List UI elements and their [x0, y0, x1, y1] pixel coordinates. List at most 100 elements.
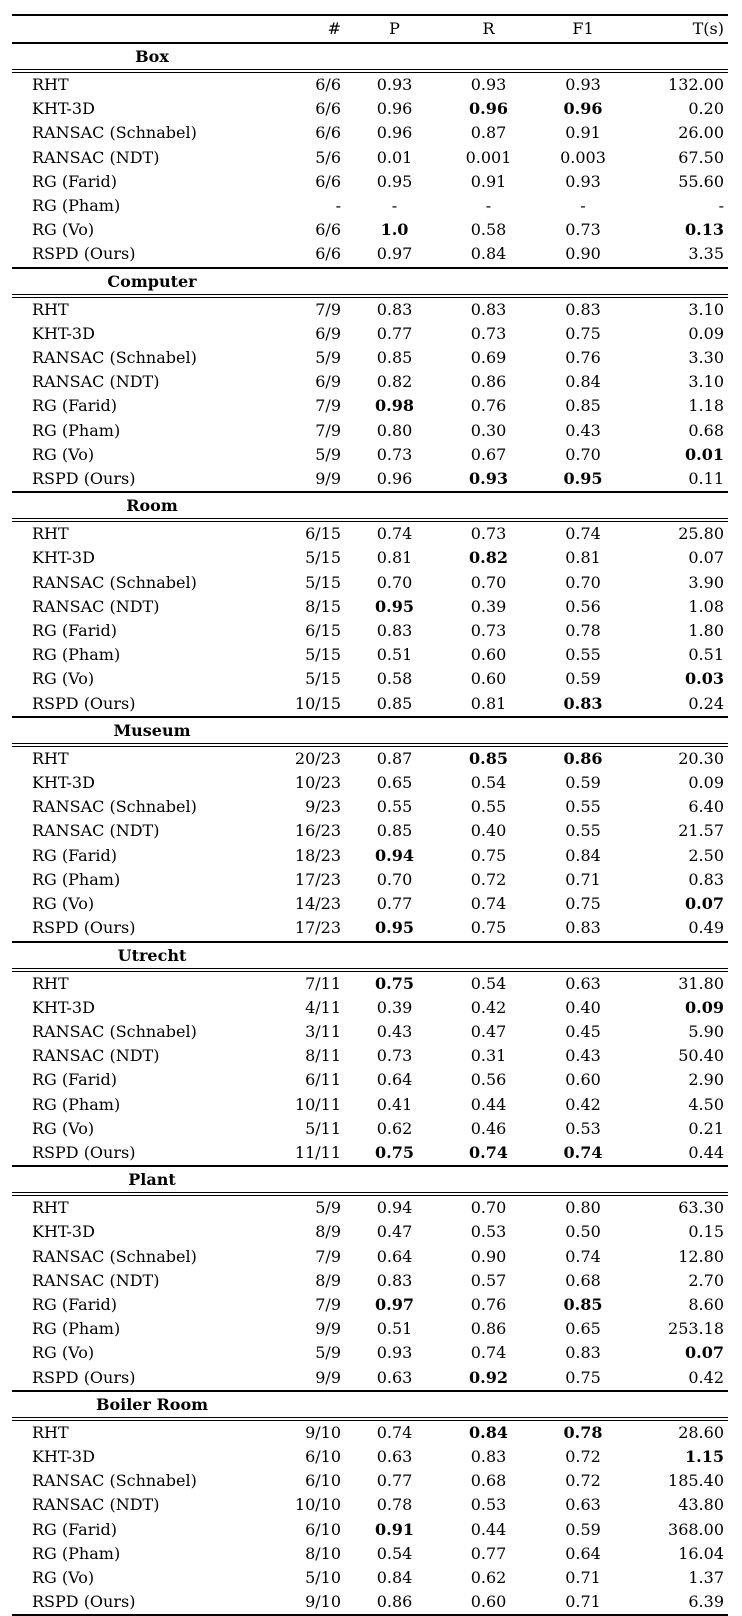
- method-name: RANSAC (Schnabel): [32, 348, 197, 368]
- value-cell: 10/11: [294, 1094, 341, 1114]
- table-row: RANSAC (NDT) 16/23 0.85 0.40 0.55 21.57: [12, 819, 728, 843]
- value-cell: 0.83: [688, 869, 724, 889]
- method-name: RG (Pham): [32, 1094, 121, 1114]
- empty-cell: [535, 942, 631, 970]
- column-header: [12, 15, 292, 43]
- table-row: RG (Vo) 5/9 0.73 0.67 0.70 0.01: [12, 443, 728, 467]
- value-cell: 0.81: [376, 548, 413, 568]
- section-header-row: Museum: [12, 716, 728, 745]
- value-cell: 0.70: [376, 869, 413, 889]
- value-cell: 0.40: [470, 821, 507, 841]
- value-cell: 0.90: [470, 1246, 507, 1266]
- value-cell: 0.43: [376, 1021, 413, 1041]
- method-name: RANSAC (Schnabel): [32, 1246, 197, 1266]
- empty-cell: [292, 43, 347, 71]
- value-cell: 0.53: [470, 1495, 507, 1515]
- value-cell: 0.46: [470, 1118, 507, 1138]
- value-cell: 0.45: [565, 1021, 601, 1041]
- section-title: Boiler Room: [95, 1394, 209, 1414]
- method-name: RANSAC (NDT): [32, 1046, 160, 1066]
- empty-cell: [535, 268, 631, 296]
- table-row: KHT-3D 5/15 0.81 0.82 0.81 0.07: [12, 546, 728, 570]
- value-cell: 0.70: [565, 572, 601, 592]
- value-cell: 63.30: [678, 1198, 724, 1218]
- value-cell: 2.50: [688, 845, 724, 865]
- table-row: RG (Farid) 6/6 0.95 0.91 0.93 55.60: [12, 170, 728, 194]
- method-name: KHT-3D: [32, 99, 95, 119]
- value-cell: 0.76: [470, 396, 507, 416]
- section-header-row: Boiler Room: [12, 1390, 728, 1419]
- value-cell: 0.55: [565, 821, 601, 841]
- method-name: RANSAC (Schnabel): [32, 572, 197, 592]
- empty-cell: [292, 492, 347, 520]
- method-name: RG (Pham): [32, 645, 121, 665]
- value-cell: 50.40: [678, 1046, 724, 1066]
- value-cell: 10/23: [294, 773, 341, 793]
- value-cell: 5/9: [315, 1198, 341, 1218]
- value-cell: 0.93: [469, 469, 508, 489]
- method-name: RG (Vo): [32, 1118, 95, 1138]
- method-name: RHT: [32, 524, 69, 544]
- empty-cell: [347, 942, 442, 970]
- empty-cell: [442, 1391, 535, 1419]
- value-cell: 9/9: [315, 1367, 341, 1387]
- value-cell: 0.85: [376, 693, 413, 713]
- value-cell: 3.30: [688, 348, 724, 368]
- value-cell: 11/11: [294, 1142, 341, 1162]
- value-cell: 6/6: [315, 99, 341, 119]
- value-cell: 0.76: [470, 1294, 507, 1314]
- method-name: RSPD (Ours): [32, 918, 136, 938]
- value-cell: 0.85: [376, 821, 413, 841]
- table-row: RG (Farid) 7/9 0.97 0.76 0.85 8.60: [12, 1293, 728, 1317]
- table-row: RANSAC (Schnabel) 5/9 0.85 0.69 0.76 3.30: [12, 346, 728, 370]
- value-cell: 0.83: [565, 918, 601, 938]
- value-cell: 6/15: [305, 621, 341, 641]
- table-row: RANSAC (NDT) 8/9 0.83 0.57 0.68 2.70: [12, 1269, 728, 1293]
- value-cell: 0.95: [375, 596, 414, 616]
- value-cell: 0.62: [470, 1567, 507, 1587]
- method-name: RHT: [32, 299, 69, 319]
- method-name: RG (Vo): [32, 1343, 95, 1363]
- value-cell: 0.30: [470, 420, 507, 440]
- value-cell: 0.73: [470, 323, 507, 343]
- section-title: Box: [135, 47, 169, 66]
- value-cell: 0.86: [470, 1319, 507, 1339]
- section-header-row: Box: [12, 43, 728, 71]
- method-name: RHT: [32, 1198, 69, 1218]
- method-name: RG (Farid): [32, 1519, 117, 1539]
- value-cell: 5/9: [315, 1343, 341, 1363]
- value-cell: 18/23: [294, 845, 341, 865]
- value-cell: 0.42: [688, 1367, 724, 1387]
- table-row: RANSAC (Schnabel) 6/6 0.96 0.87 0.91 26.00: [12, 121, 728, 145]
- value-cell: 0.43: [565, 420, 601, 440]
- method-name: RG (Farid): [32, 1070, 117, 1090]
- value-cell: 0.74: [565, 524, 601, 544]
- table-row: RG (Farid) 18/23 0.94 0.75 0.84 2.50: [12, 844, 728, 868]
- value-cell: 4.50: [688, 1094, 724, 1114]
- value-cell: 0.64: [376, 1070, 413, 1090]
- table-row: RG (Vo) 5/10 0.84 0.62 0.71 1.37: [12, 1566, 728, 1590]
- table-row: RG (Pham) 10/11 0.41 0.44 0.42 4.50: [12, 1093, 728, 1117]
- value-cell: 0.84: [376, 1567, 413, 1587]
- empty-cell: [347, 268, 442, 296]
- value-cell: 0.69: [470, 348, 507, 368]
- value-cell: 0.95: [563, 469, 603, 489]
- value-cell: 0.65: [376, 773, 413, 793]
- value-cell: 0.001: [465, 147, 512, 167]
- empty-cell: [631, 942, 728, 970]
- value-cell: -: [580, 196, 586, 216]
- column-header: P: [389, 19, 400, 38]
- value-cell: 7/9: [315, 1294, 341, 1314]
- value-cell: 28.60: [678, 1422, 724, 1442]
- value-cell: -: [718, 196, 724, 216]
- table-header-row: # P R F1 T(s): [12, 15, 728, 43]
- value-cell: 0.70: [470, 1198, 507, 1218]
- value-cell: 0.24: [688, 693, 724, 713]
- value-cell: 0.78: [376, 1495, 413, 1515]
- value-cell: 0.86: [376, 1592, 413, 1612]
- value-cell: 0.58: [376, 669, 413, 689]
- value-cell: 7/9: [315, 299, 341, 319]
- value-cell: 0.77: [376, 323, 413, 343]
- table-row: RANSAC (Schnabel) 3/11 0.43 0.47 0.45 5.90: [12, 1020, 728, 1044]
- value-cell: 0.87: [376, 748, 413, 768]
